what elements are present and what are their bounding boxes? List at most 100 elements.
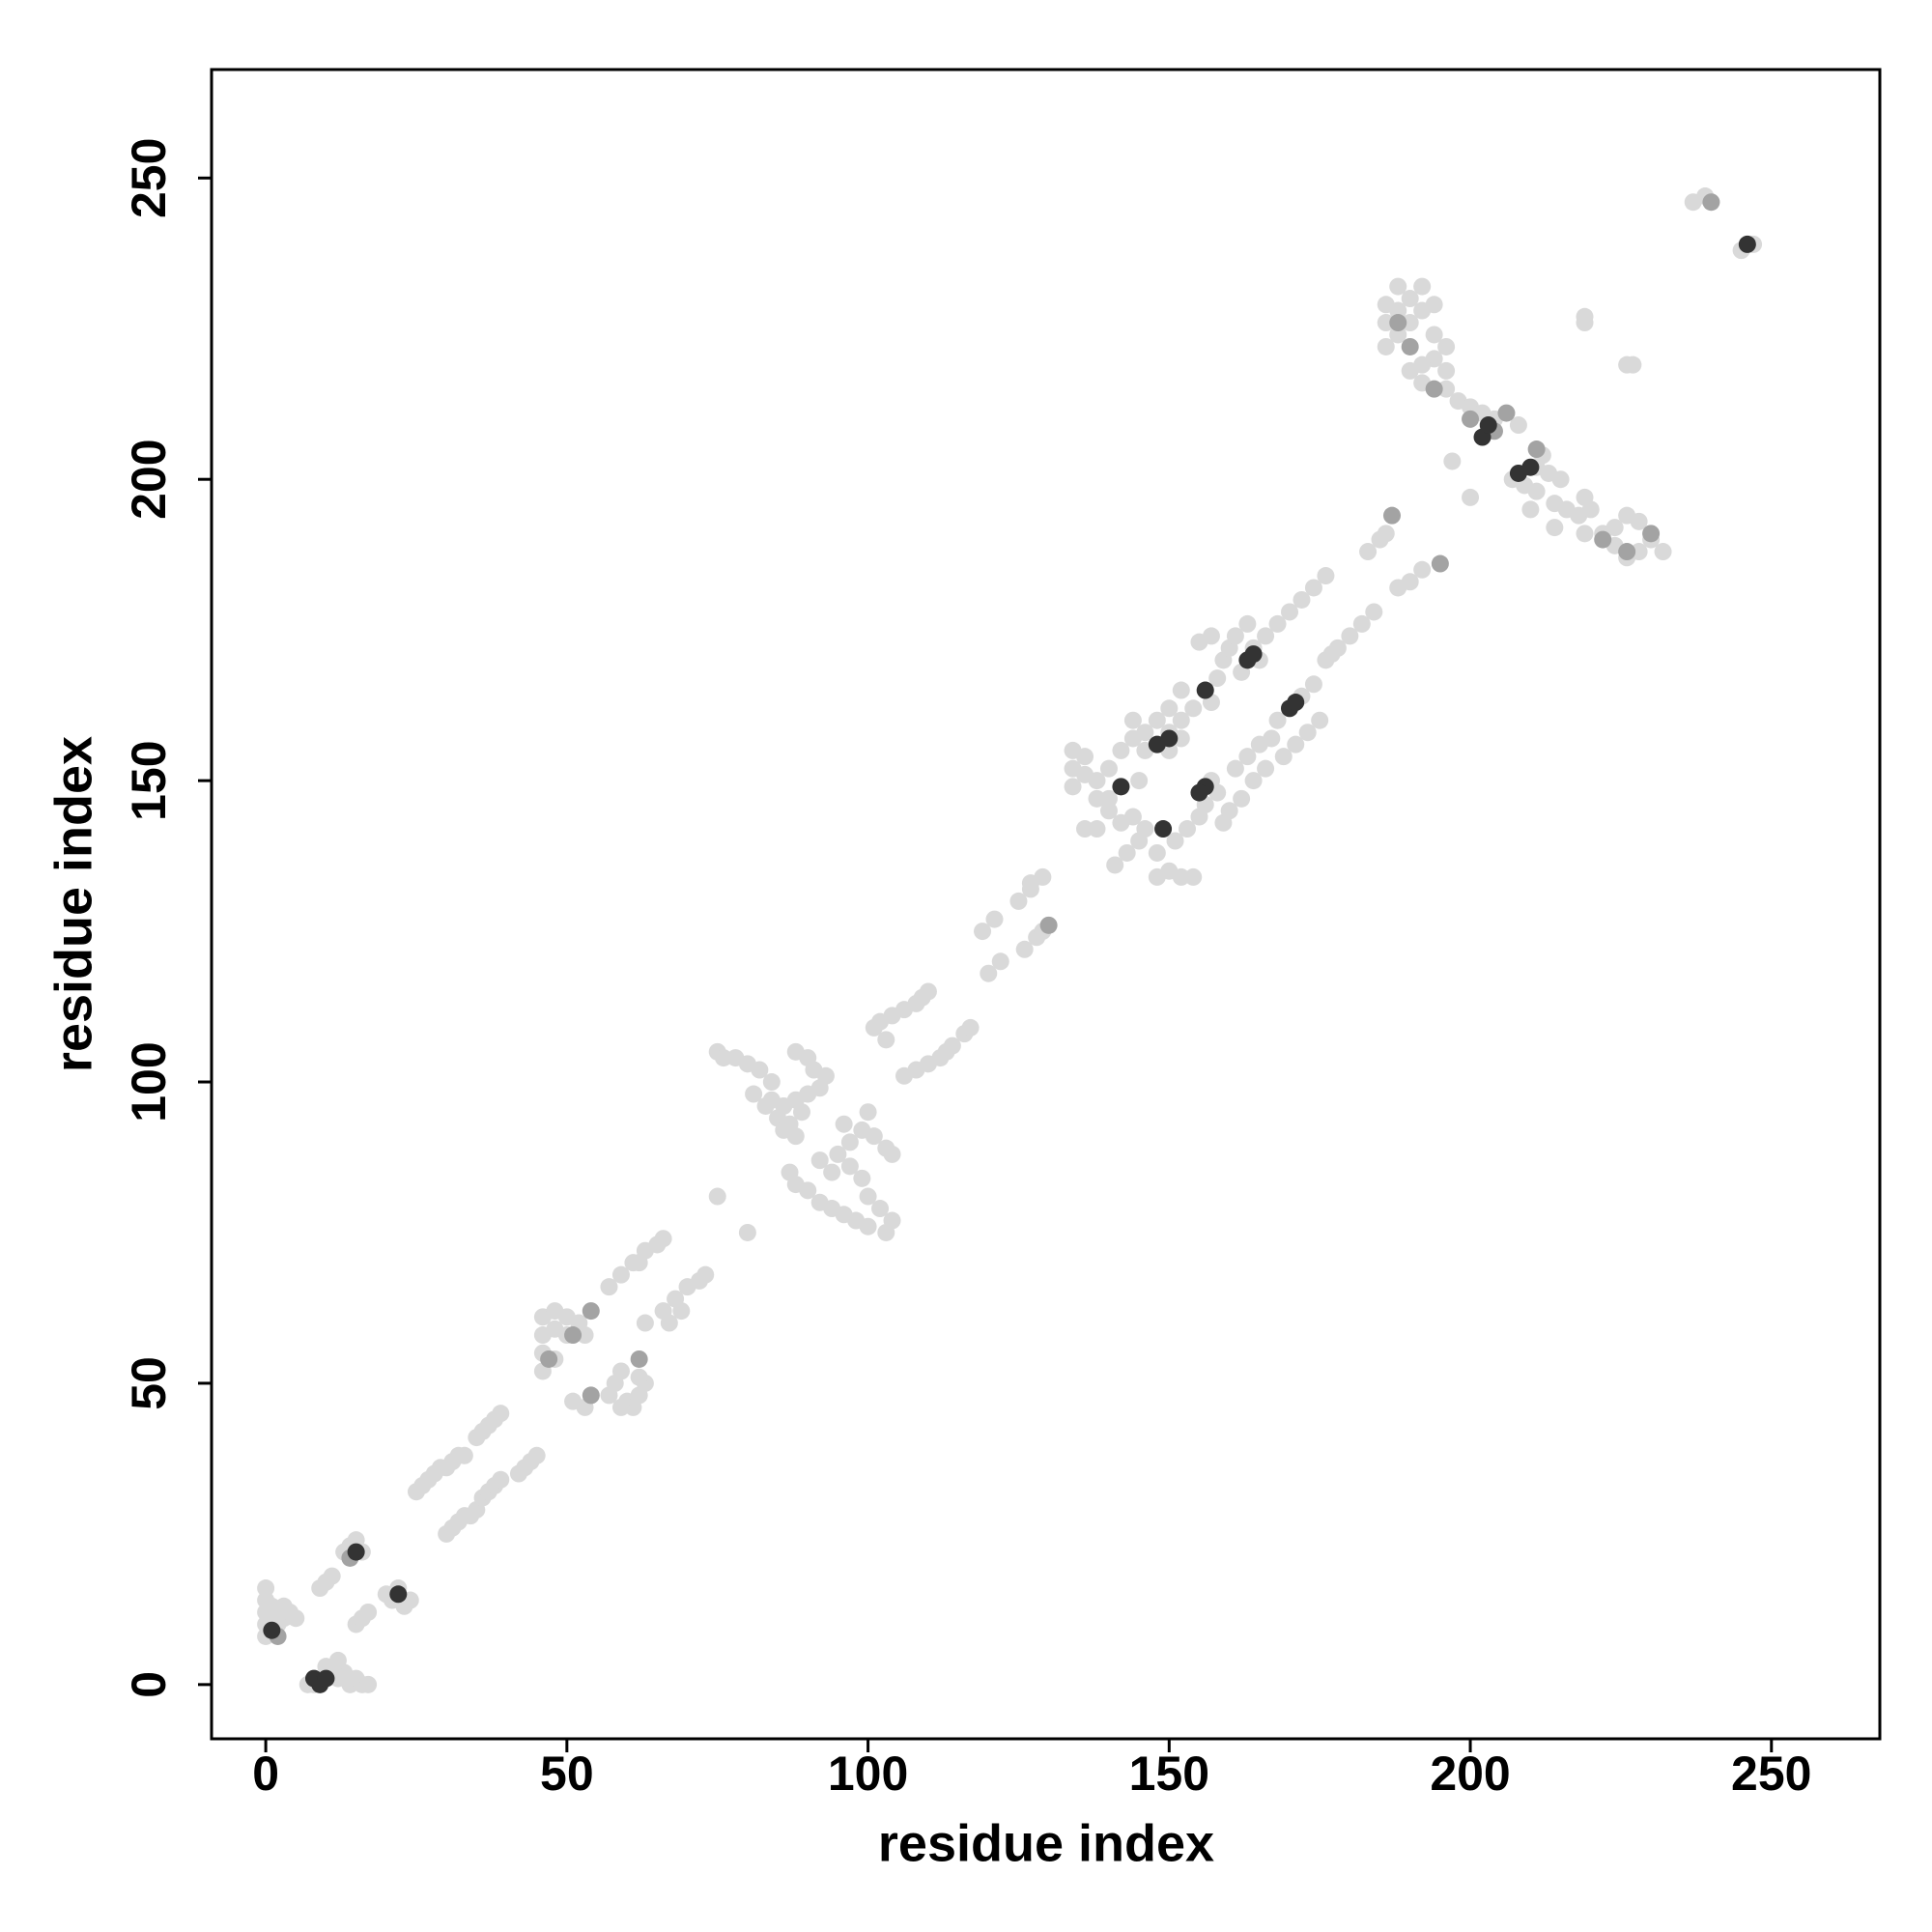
- contact-point: [919, 982, 937, 1001]
- contact-point: [1377, 314, 1395, 332]
- contact-point: [1015, 940, 1034, 958]
- contact-point: [751, 1061, 769, 1079]
- contact-point: [1099, 802, 1118, 820]
- contact-point: [630, 1254, 648, 1272]
- contact-point: [1088, 820, 1106, 838]
- contact-point: [1064, 778, 1082, 796]
- contact-point: [883, 1211, 901, 1230]
- contact-point: [1287, 694, 1305, 712]
- contact-point: [1401, 573, 1419, 591]
- contact-point: [1268, 711, 1287, 729]
- contact-point: [871, 1200, 890, 1218]
- contact-point: [1527, 482, 1546, 500]
- contact-point: [1202, 627, 1220, 645]
- contact-point: [1268, 614, 1287, 633]
- contact-point: [630, 1368, 648, 1386]
- contact-point: [1238, 614, 1257, 633]
- contact-point: [991, 952, 1009, 971]
- contact-point: [980, 964, 998, 982]
- contact-point: [1154, 820, 1173, 838]
- contact-point: [1389, 277, 1407, 296]
- contact-point: [1702, 193, 1720, 212]
- contact-point: [1322, 645, 1341, 664]
- contact-point: [492, 1470, 510, 1489]
- y-tick-label: 100: [122, 1041, 176, 1122]
- contact-point: [1624, 355, 1642, 374]
- contact-point: [1112, 741, 1130, 759]
- contact-point: [1257, 759, 1275, 778]
- contact-point: [1136, 820, 1154, 838]
- contact-point: [263, 1621, 281, 1639]
- contact-point: [1233, 789, 1251, 808]
- contact-point: [1160, 729, 1179, 748]
- contact-point: [1287, 735, 1305, 753]
- contact-point: [1238, 748, 1257, 766]
- contact-point: [1196, 681, 1214, 699]
- contact-point: [1389, 314, 1407, 332]
- x-tick-label: 150: [1129, 1747, 1209, 1801]
- contact-point: [799, 1181, 817, 1200]
- contact-point: [1172, 681, 1190, 699]
- contact-point: [1630, 512, 1648, 530]
- contact-point: [1551, 470, 1570, 489]
- contact-point: [974, 923, 992, 941]
- contact-point: [1425, 326, 1443, 344]
- contact-point: [389, 1585, 408, 1604]
- contact-point: [1123, 711, 1142, 729]
- contact-point: [540, 1350, 558, 1368]
- contact-point: [1546, 519, 1564, 537]
- contact-point: [1437, 337, 1456, 355]
- contact-point: [1293, 590, 1311, 609]
- contact-point: [1274, 748, 1293, 766]
- y-tick-label: 250: [122, 138, 176, 218]
- contact-point: [1099, 789, 1118, 808]
- contact-point: [745, 1085, 763, 1103]
- contact-point: [877, 1031, 895, 1049]
- contact-point: [1220, 802, 1238, 820]
- contact-point: [1184, 699, 1203, 718]
- contact-point: [1112, 778, 1130, 796]
- contact-point: [859, 1103, 877, 1122]
- contact-point: [1576, 307, 1594, 326]
- contact-point: [527, 1446, 546, 1464]
- contact-point: [985, 910, 1004, 928]
- contact-point: [1190, 783, 1208, 802]
- contact-point: [1208, 669, 1227, 688]
- contact-point: [1179, 820, 1197, 838]
- contact-point: [1298, 724, 1317, 742]
- contact-point: [1401, 290, 1419, 308]
- y-axis-title: residue index: [44, 736, 102, 1072]
- contact-point: [1382, 506, 1401, 525]
- contact-point: [883, 1145, 901, 1163]
- contact-point: [1021, 874, 1039, 893]
- contact-point: [961, 1018, 980, 1037]
- contact-point: [1076, 748, 1094, 766]
- contact-point: [1263, 729, 1281, 748]
- contact-point: [1605, 519, 1624, 537]
- contact-point: [1184, 867, 1203, 886]
- contact-point: [1389, 326, 1407, 344]
- contact-point: [1244, 772, 1263, 790]
- contact-point: [696, 1265, 715, 1284]
- contact-point: [1166, 832, 1184, 850]
- contact-point: [660, 1314, 678, 1332]
- y-tick-label: 50: [122, 1356, 176, 1410]
- contact-point: [1304, 675, 1322, 694]
- contact-point: [1437, 380, 1456, 398]
- y-tick-label: 0: [122, 1671, 176, 1698]
- contact-point: [1088, 789, 1106, 808]
- contact-point: [1437, 361, 1456, 380]
- contact-point: [1039, 916, 1058, 934]
- contact-point: [1148, 711, 1166, 729]
- contact-point: [1281, 603, 1299, 621]
- contact-point: [1462, 410, 1480, 428]
- contact-point: [1576, 525, 1594, 543]
- contact-point: [1160, 699, 1179, 718]
- contact-point: [1226, 627, 1244, 645]
- contact-point: [1136, 724, 1154, 742]
- contact-point: [1377, 525, 1395, 543]
- contact-point: [672, 1302, 691, 1321]
- contact-point: [829, 1145, 847, 1163]
- contact-point: [1009, 892, 1028, 910]
